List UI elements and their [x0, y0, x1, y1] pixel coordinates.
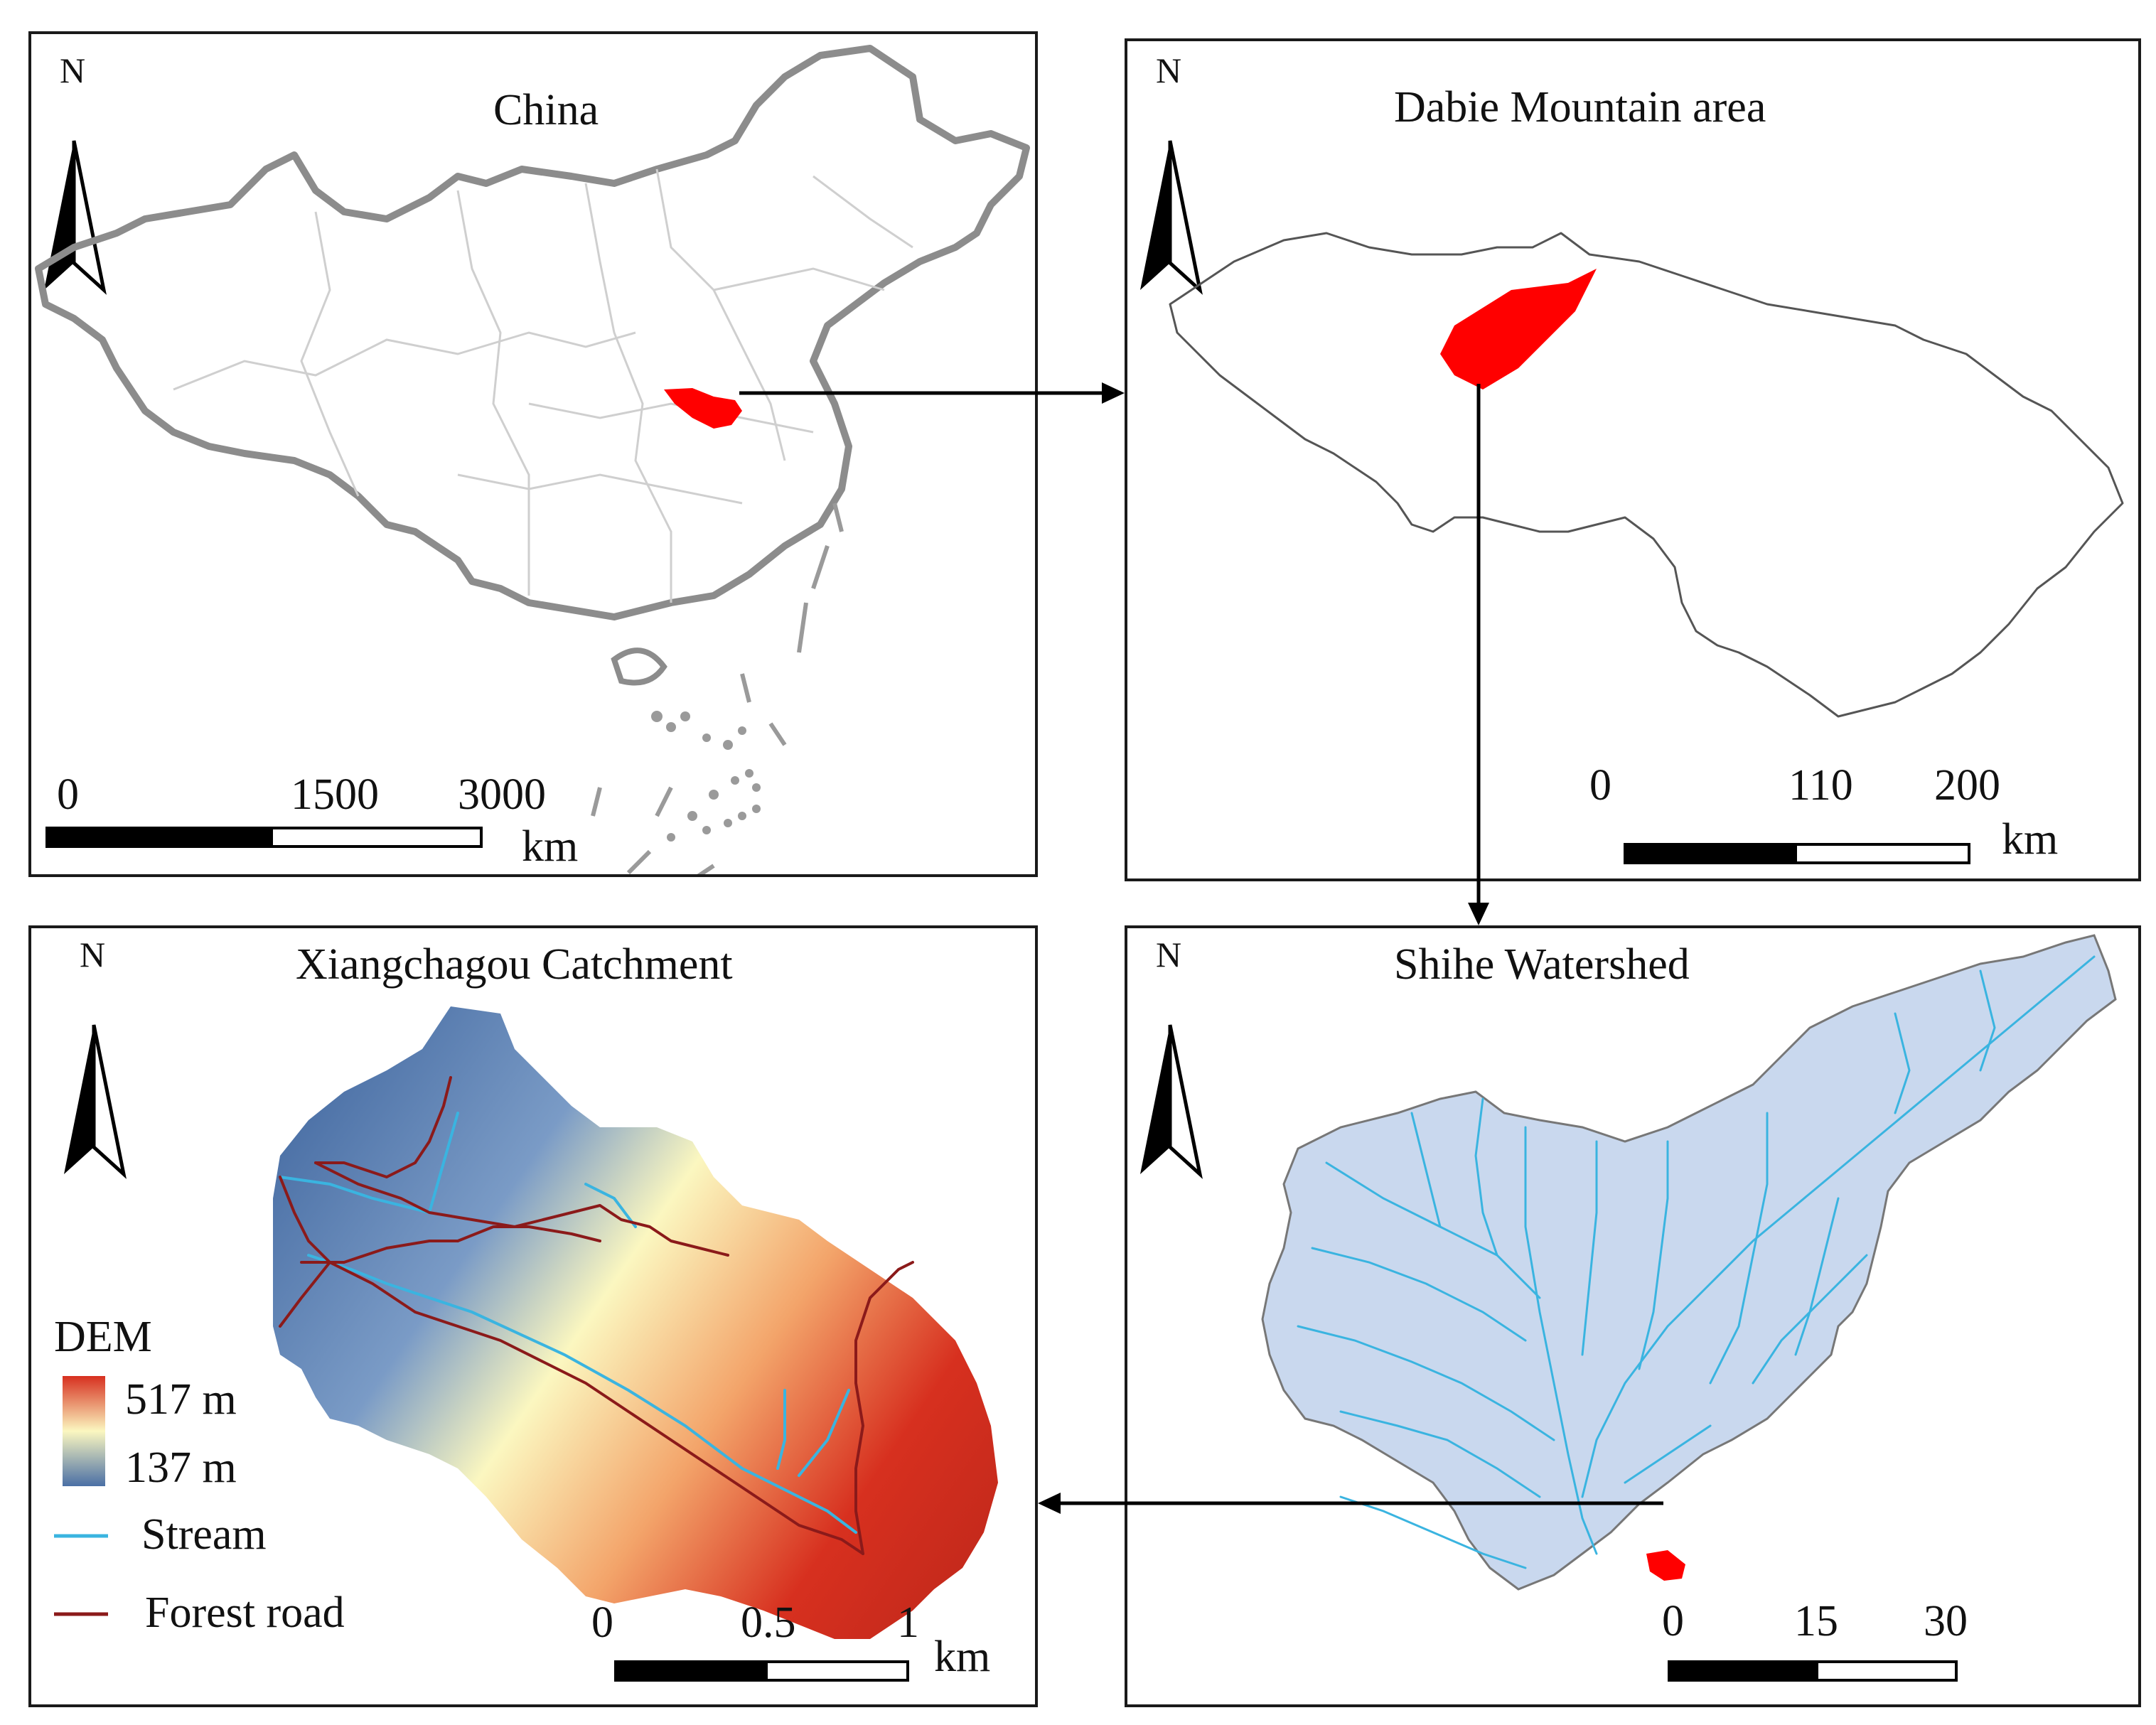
- china-scale-tick-2: 3000: [458, 770, 546, 819]
- shihe-scale-bar: [1668, 1660, 1958, 1682]
- xiangchagou-scale-tick-2: 1: [897, 1598, 919, 1647]
- stream-legend-label: Stream: [141, 1510, 267, 1559]
- china-scale-unit: km: [522, 822, 579, 871]
- shihe-watershed: [1261, 934, 2117, 1591]
- study-area-marker: [1440, 269, 1597, 389]
- dabie-title: Dabie Mountain area: [1394, 83, 1766, 131]
- shihe-scale-tick-1: 15: [1794, 1597, 1838, 1645]
- dem-legend-ramp: [63, 1376, 105, 1486]
- dabie-scale-unit: km: [2002, 815, 2059, 864]
- xiangchagou-title: Xiangchagou Catchment: [296, 940, 733, 989]
- catchment-marker: [1646, 1550, 1685, 1581]
- north-label: N: [80, 935, 106, 974]
- dabie-scale-tick-0: 0: [1589, 761, 1611, 810]
- shihe-map-panel: Shihe Watershed N 0 15 30: [1125, 925, 2141, 1707]
- shihe-scale-tick-2: 30: [1924, 1597, 1968, 1645]
- shihe-scale-tick-0: 0: [1662, 1597, 1684, 1645]
- china-scale-tick-0: 0: [57, 770, 79, 819]
- china-map-panel: China N 0 1500 3: [28, 31, 1038, 877]
- north-label: N: [1156, 935, 1182, 974]
- china-scale-bar: [45, 827, 483, 848]
- dem-legend-title: DEM: [54, 1313, 152, 1361]
- dem-legend-high: 517 m: [125, 1375, 237, 1424]
- china-title: China: [493, 86, 599, 134]
- xiangchagou-scale-tick-1: 0.5: [741, 1598, 796, 1647]
- dabie-outline: [1169, 232, 2124, 718]
- dabie-scale-tick-1: 110: [1788, 761, 1853, 810]
- china-scale-tick-1: 1500: [291, 770, 379, 819]
- road-legend-label: Forest road: [145, 1589, 345, 1637]
- dem-raster: [54, 1006, 998, 1639]
- china-outline: [35, 45, 1030, 874]
- dabie-scale-bar: [1624, 843, 1970, 864]
- study-area-marker: [664, 388, 742, 429]
- north-label: N: [60, 50, 86, 90]
- xiangchagou-scale-unit: km: [934, 1633, 991, 1681]
- dabie-scale-tick-2: 200: [1934, 761, 2000, 810]
- xiangchagou-scale-bar: [614, 1660, 909, 1682]
- xiangchagou-scale-tick-0: 0: [591, 1598, 613, 1647]
- xiangchagou-map-panel: Xiangchagou Catchment N: [28, 925, 1038, 1707]
- shihe-title: Shihe Watershed: [1394, 940, 1690, 989]
- dabie-map-panel: Dabie Mountain area N 0 110 200 km: [1125, 38, 2141, 881]
- dem-legend-low: 137 m: [125, 1444, 237, 1492]
- north-label: N: [1156, 50, 1182, 90]
